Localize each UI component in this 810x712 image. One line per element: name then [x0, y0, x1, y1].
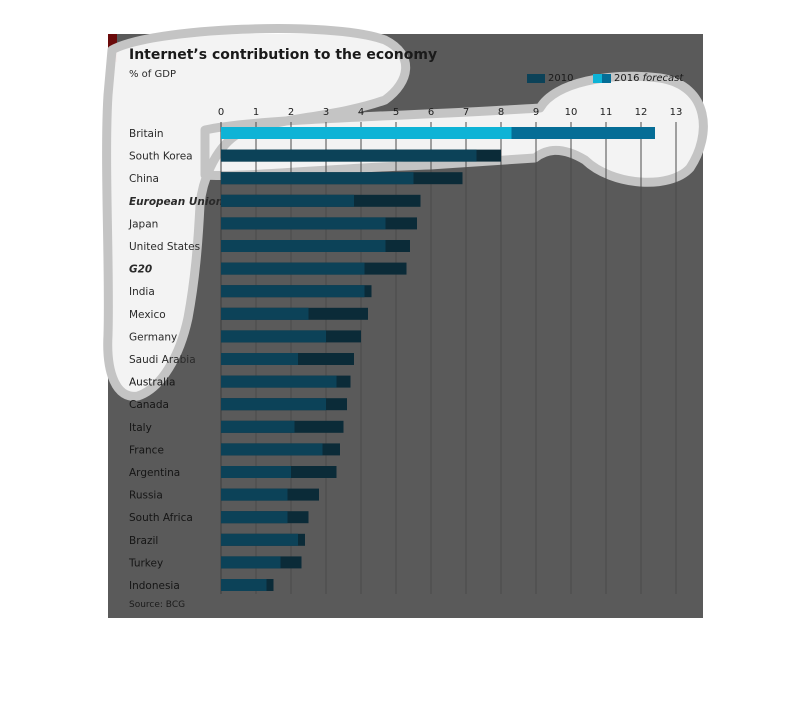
bar-2010: [221, 556, 281, 569]
category-label: France: [129, 444, 164, 456]
category-label: South Korea: [129, 151, 193, 163]
x-tick-label: 0: [218, 107, 224, 118]
bar-2010: [221, 353, 298, 365]
highlight-scribble: [102, 24, 708, 401]
x-tick-label: 7: [463, 107, 469, 118]
legend-swatch-2016-light: [593, 74, 602, 83]
bar-2010: [221, 240, 386, 252]
legend-label-2016: 2016 forecast: [614, 73, 683, 84]
legend-swatch-2010: [527, 74, 545, 83]
category-label: G20: [129, 264, 152, 276]
category-label: Saudi Arabia: [129, 354, 196, 366]
bar-2010: [221, 262, 365, 275]
category-label: Russia: [129, 490, 163, 502]
category-label: South Africa: [129, 512, 193, 524]
bar-2010: [221, 127, 512, 139]
x-tick-label: 13: [670, 107, 683, 118]
category-label: Australia: [129, 377, 175, 389]
bar-2010: [221, 533, 298, 546]
bar-2010: [221, 488, 288, 501]
x-tick-label: 11: [600, 107, 613, 118]
x-tick-label: 10: [565, 107, 578, 118]
bar-2010: [221, 217, 386, 230]
x-tick-label: 12: [635, 107, 648, 118]
chart-title: Internet’s contribution to the economy: [129, 47, 438, 63]
bar-2010: [221, 330, 326, 343]
x-tick-label: 9: [533, 107, 539, 118]
x-tick-label: 5: [393, 107, 399, 118]
legend-label-2010: 2010: [548, 73, 574, 84]
category-label: Brazil: [129, 535, 158, 547]
category-label: Turkey: [128, 557, 163, 569]
legend-swatch-2016-dark: [602, 74, 611, 83]
category-label: Argentina: [129, 467, 180, 479]
category-label: Italy: [129, 422, 152, 434]
source-note: Source: BCG: [129, 600, 186, 610]
bar-2010: [221, 172, 414, 185]
bar-2010: [221, 194, 354, 207]
bar-2010: [221, 307, 309, 320]
bar-2010: [221, 420, 295, 433]
chart-subtitle: % of GDP: [129, 69, 176, 80]
x-tick-label: 4: [358, 107, 364, 118]
category-label: United States: [129, 241, 200, 253]
x-tick-label: 2: [288, 107, 294, 118]
bar-2010: [221, 398, 326, 411]
x-tick-label: 8: [498, 107, 504, 118]
legend-forecast-word: forecast: [642, 73, 684, 84]
bar-2010: [221, 443, 323, 456]
x-tick-label: 1: [253, 107, 259, 118]
x-tick-label: 3: [323, 107, 329, 118]
category-label: Germany: [129, 331, 177, 343]
category-label: Britain: [129, 128, 164, 140]
bar-2010: [221, 285, 365, 298]
bar-2010: [221, 466, 291, 478]
x-tick-label: 6: [428, 107, 434, 118]
legend-year-2016: 2016: [614, 73, 640, 84]
category-label: China: [129, 173, 159, 185]
category-label: Indonesia: [129, 580, 180, 592]
category-label: India: [129, 286, 155, 298]
category-label: European Union: [129, 196, 223, 208]
bar-2010: [221, 375, 337, 388]
bar-2010: [221, 511, 288, 524]
category-label: Japan: [128, 218, 158, 230]
category-label: Canada: [129, 399, 169, 411]
category-label: Mexico: [129, 309, 166, 321]
bar-2010: [221, 149, 477, 162]
bar-2010: [221, 579, 267, 591]
